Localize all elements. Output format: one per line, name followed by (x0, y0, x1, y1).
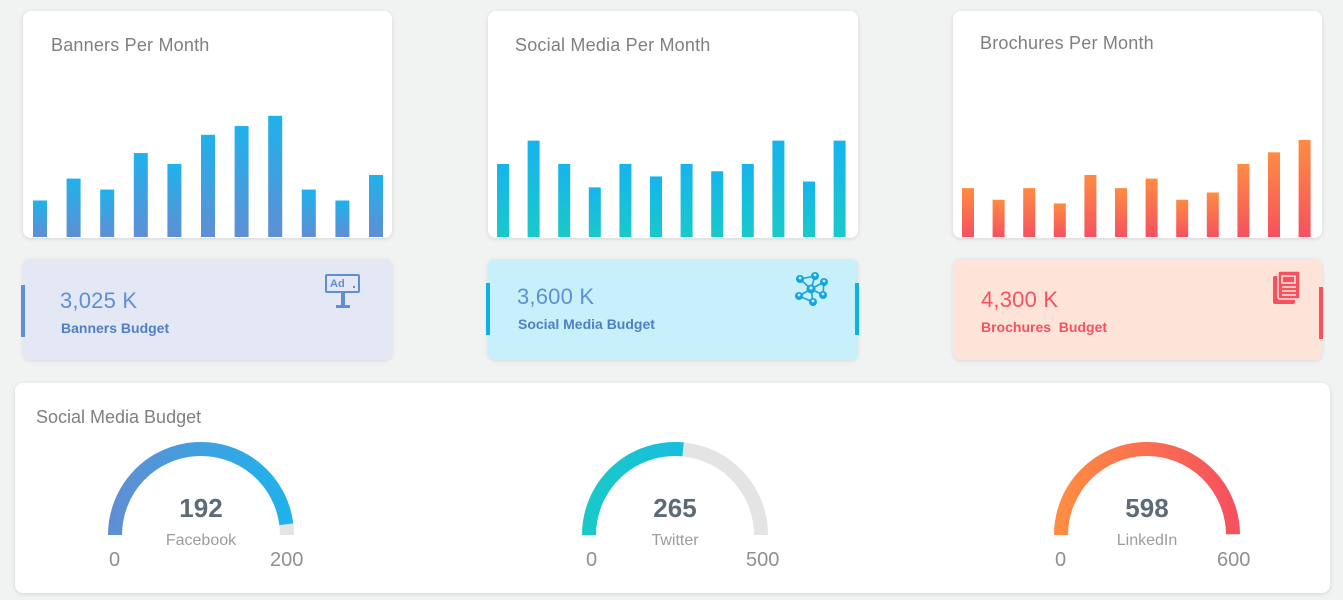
social-bar (803, 181, 815, 237)
brochures-budget-amount: 4,300 K (981, 287, 1059, 312)
social-bar-chart (497, 140, 846, 237)
social-bar (588, 187, 601, 237)
banners-budget-amount: 3,025 K (60, 288, 138, 313)
social-bar (772, 140, 785, 237)
brochures-chart-card: Brochures Per Month (953, 11, 1322, 238)
social-accent-bar-right (855, 283, 859, 335)
banners-bar (369, 174, 383, 237)
brochure-document-icon (1273, 270, 1301, 304)
brochures-budget-card: 4,300 K Brochures Budget (953, 259, 1323, 360)
brochures-bar (992, 199, 1005, 237)
banners-bar (335, 200, 350, 237)
brochures-bar (962, 188, 974, 237)
facebook-gauge-value: 192 (179, 493, 223, 523)
social-chart-title: Social Media Per Month (515, 35, 711, 55)
linkedin-gauge-min: 0 (1055, 549, 1067, 571)
facebook-gauge-arc (108, 442, 294, 536)
facebook-gauge-label: Facebook (165, 532, 237, 549)
social-budget-amount: 3,600 K (517, 284, 595, 309)
social-bar (650, 176, 662, 237)
linkedin-gauge-value: 598 (1125, 493, 1169, 523)
billboard-ad-icon: Ad (325, 274, 360, 308)
brochures-bar-chart (962, 139, 1311, 237)
linkedin-gauge-arc (1054, 442, 1240, 536)
twitter-gauge-value: 265 (653, 493, 697, 523)
banners-accent-bar (21, 285, 25, 337)
brochures-bar (1023, 188, 1036, 237)
brochures-bar (1237, 164, 1250, 237)
facebook-gauge-fill (108, 442, 294, 536)
banners-bar (133, 153, 148, 237)
social-bar (527, 140, 540, 237)
network-people-icon (795, 272, 828, 306)
social-chart-card: Social Media Per Month (488, 11, 858, 238)
social-accent-bar-left (486, 283, 490, 335)
social-bar (497, 164, 509, 237)
social-budget-card: 3,600 K Social Media Budget (486, 259, 859, 360)
banners-bar (66, 178, 81, 237)
linkedin-gauge: 598 LinkedIn 0 600 (1050, 438, 1270, 588)
facebook-gauge-min: 0 (109, 549, 121, 571)
social-budget-label: Social Media Budget (518, 316, 655, 332)
social-media-budget-gauges-card: Social Media Budget 192 Facebook 0 200 2… (15, 383, 1330, 593)
twitter-gauge-label: Twitter (651, 532, 699, 549)
banners-bar (33, 200, 47, 237)
social-bar (558, 164, 571, 237)
banners-bar-chart (33, 115, 383, 237)
gauges-title: Social Media Budget (36, 407, 202, 427)
banners-bar (268, 115, 283, 237)
banners-bar (234, 126, 249, 237)
brochures-bar (1115, 188, 1127, 237)
social-bar (711, 171, 724, 237)
banners-bar (201, 134, 215, 237)
linkedin-gauge-fill (1054, 442, 1240, 536)
banners-budget-card: 3,025 K Banners Budget Ad (21, 259, 392, 360)
linkedin-gauge-label: LinkedIn (1116, 532, 1178, 549)
brochures-bar (1084, 174, 1097, 237)
linkedin-gauge-max: 600 (1217, 549, 1251, 571)
brochures-bar (1298, 139, 1311, 237)
brochures-budget-label: Brochures Budget (981, 319, 1108, 335)
facebook-gauge-max: 200 (270, 549, 304, 571)
social-bar (680, 164, 693, 237)
facebook-gauge: 192 Facebook 0 200 (104, 438, 324, 588)
banners-bar (100, 189, 115, 237)
banners-chart-title: Banners Per Month (51, 35, 210, 55)
brochures-bar (1268, 152, 1280, 237)
social-bar (741, 164, 754, 237)
banners-chart-card: Banners Per Month (23, 11, 392, 238)
svg-text:Ad: Ad (330, 278, 345, 290)
social-bar (619, 164, 632, 237)
banners-bar (167, 164, 182, 237)
brochures-bar (1206, 192, 1219, 237)
brochures-bar (1176, 199, 1189, 237)
banners-budget-label: Banners Budget (61, 320, 170, 336)
twitter-gauge: 265 Twitter 0 500 (578, 438, 798, 588)
twitter-gauge-fill (582, 442, 684, 536)
brochures-chart-title: Brochures Per Month (980, 33, 1154, 53)
brochures-bar (1145, 178, 1158, 237)
brochures-accent-bar (1319, 287, 1323, 339)
brochures-bar (1053, 203, 1066, 237)
twitter-gauge-max: 500 (746, 549, 780, 571)
twitter-gauge-min: 0 (586, 549, 598, 571)
banners-bar (301, 189, 316, 237)
social-bar (833, 140, 846, 237)
twitter-gauge-arc (582, 442, 768, 536)
